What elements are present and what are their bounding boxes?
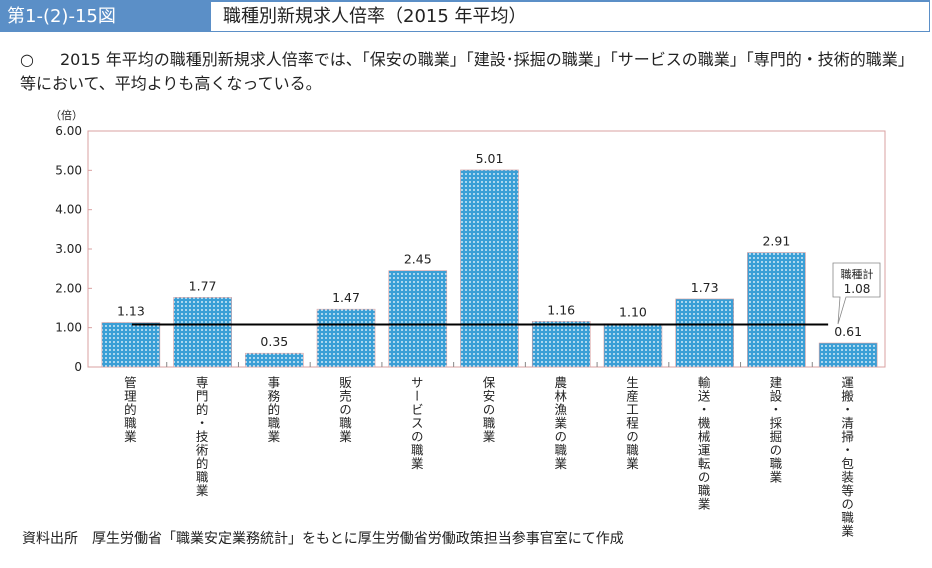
y-tick-label: 6.00 xyxy=(55,124,82,138)
bar xyxy=(818,342,878,368)
data-label: 0.35 xyxy=(260,334,288,349)
bar xyxy=(316,308,376,368)
lead-text: ○ 2015 年平均の職種別新規求人倍率では、「保安の職業」「建設･採掘の職業」「… xyxy=(20,48,920,96)
bar xyxy=(675,298,734,368)
data-label: 1.47 xyxy=(332,290,360,305)
bar xyxy=(747,252,806,368)
data-label: 1.10 xyxy=(619,305,647,320)
y-tick-label: 2.00 xyxy=(55,281,82,295)
bullet: ○ xyxy=(20,50,34,69)
source-note: 資料出所 厚生労働省「職業安定業務統計」をもとに厚生労働省労働政策担当参事官室に… xyxy=(22,531,624,547)
reference-value: 1.08 xyxy=(844,282,871,296)
y-axis-label: （倍） xyxy=(50,108,83,122)
x-tick-label: 建設・採掘の職業 xyxy=(767,376,783,484)
x-tick-label: 生産工程の職業 xyxy=(623,376,639,471)
data-label: 1.73 xyxy=(691,280,719,295)
data-label: 1.13 xyxy=(117,304,145,319)
x-tick-label: 運搬・清掃・包装等の職業 xyxy=(839,376,855,538)
figure-number: 第1-(2)-15図 xyxy=(1,2,211,32)
bar xyxy=(245,352,304,368)
data-label: 2.91 xyxy=(762,234,790,249)
y-tick-label: 4.00 xyxy=(55,203,82,217)
bar xyxy=(173,297,232,368)
y-tick-label: 5.00 xyxy=(55,163,82,177)
x-tick-label: 管理的職業 xyxy=(121,376,137,444)
x-tick-label: 専門的・技術的職業 xyxy=(193,376,209,498)
data-label: 1.16 xyxy=(547,302,575,317)
x-tick-label: 事務的職業 xyxy=(265,376,281,444)
x-tick-label: 販売の職業 xyxy=(337,376,353,444)
bar xyxy=(603,323,663,368)
x-tick-label: 農林漁業の職業 xyxy=(552,376,568,471)
figure-header: 第1-(2)-15図 職種別新規求人倍率（2015 年平均） xyxy=(0,0,930,32)
reference-name: 職種計 xyxy=(841,267,874,281)
y-tick-label: 3.00 xyxy=(55,242,82,256)
data-label: 5.01 xyxy=(476,151,504,166)
lead-body: 2015 年平均の職種別新規求人倍率では、「保安の職業」「建設･採掘の職業」「サ… xyxy=(20,50,914,93)
bar xyxy=(460,169,519,368)
y-tick-label: 0 xyxy=(74,360,82,374)
data-label: 1.77 xyxy=(189,278,217,293)
data-label: 0.61 xyxy=(834,324,862,339)
bar xyxy=(388,270,448,368)
callout-box xyxy=(832,262,881,325)
data-label: 2.45 xyxy=(404,252,432,267)
bar xyxy=(101,322,161,368)
bar xyxy=(531,321,591,368)
x-tick-label: 保安の職業 xyxy=(480,376,496,444)
x-tick-label: 輸送・機械運転の職業 xyxy=(695,376,711,511)
y-tick-label: 1.00 xyxy=(55,321,82,335)
figure-title: 職種別新規求人倍率（2015 年平均） xyxy=(223,6,527,27)
x-tick-label: サービスの職業 xyxy=(408,376,424,471)
